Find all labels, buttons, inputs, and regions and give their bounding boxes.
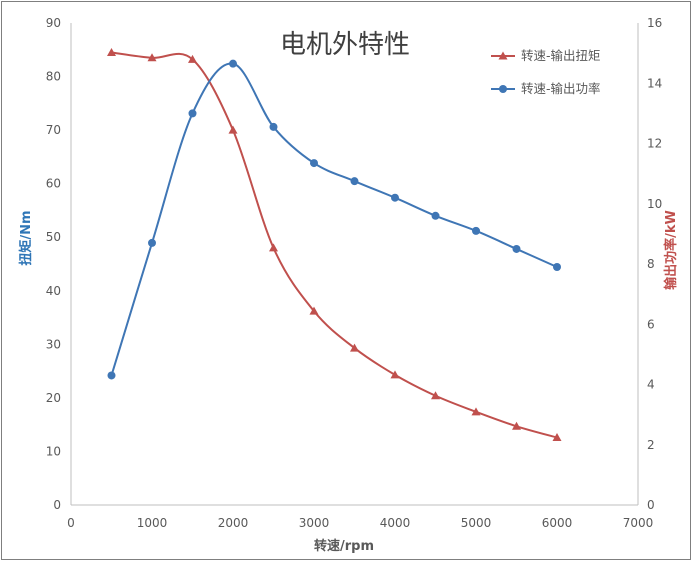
torque-data-point <box>188 54 197 63</box>
torque-data-point <box>107 47 116 56</box>
right-y-tick-label: 16 <box>647 16 662 30</box>
power-data-point <box>269 122 278 131</box>
right-y-tick-label: 0 <box>647 498 655 512</box>
left-y-tick-label: 10 <box>46 444 61 458</box>
power-data-point <box>431 211 440 220</box>
torque-data-point <box>147 53 157 62</box>
left-y-tick-label: 40 <box>46 284 61 298</box>
power-data-point <box>148 238 156 247</box>
right-y-axis-title: 输出功率/kW <box>663 210 679 290</box>
left-y-tick-label: 80 <box>46 70 61 84</box>
axes <box>70 23 639 506</box>
torque-data-point <box>431 391 440 400</box>
x-tick-label: 3000 <box>299 516 330 530</box>
chart-title: 电机外特性 <box>280 30 410 60</box>
power-data-point <box>350 177 359 186</box>
legend-item-torque: 转速-输出扭矩 <box>491 48 601 63</box>
power-data-point <box>553 263 561 272</box>
x-tick-label: 0 <box>67 516 75 530</box>
torque-data-point <box>512 421 521 430</box>
x-tick-label: 4000 <box>380 516 411 530</box>
x-tick-label: 6000 <box>542 516 573 530</box>
x-tick-label: 1000 <box>137 516 168 530</box>
right-y-tick-label: 2 <box>647 438 655 452</box>
right-y-tick-label: 8 <box>647 257 655 271</box>
series-layer <box>107 47 562 442</box>
legend: 转速-输出扭矩 转速-输出功率 <box>491 48 601 96</box>
torque-data-point <box>471 407 481 416</box>
x-tick-labels: 0 1000 2000 3000 4000 5000 6000 7000 <box>67 516 653 530</box>
legend-item-power: 转速-输出功率 <box>491 81 601 96</box>
right-y-tick-label: 12 <box>647 137 662 151</box>
power-data-point <box>391 193 399 202</box>
right-y-tick-labels: 0 2 4 6 8 10 12 14 16 <box>647 16 662 512</box>
power-data-point <box>188 109 197 118</box>
legend-power-label: 转速-输出功率 <box>521 81 601 96</box>
x-axis-title: 转速/rpm <box>314 538 374 554</box>
right-y-tick-label: 10 <box>647 197 662 211</box>
torque-series-line <box>111 51 558 439</box>
power-data-point <box>310 159 318 168</box>
legend-torque-marker <box>498 51 508 60</box>
left-y-tick-label: 90 <box>46 16 61 30</box>
legend-power-marker <box>499 85 507 93</box>
x-tick-label: 5000 <box>461 516 492 530</box>
power-data-point <box>107 371 116 380</box>
right-y-tick-label: 4 <box>647 378 655 392</box>
left-y-tick-label: 20 <box>46 391 61 405</box>
torque-data-point <box>350 343 359 352</box>
torque-data-point <box>269 243 278 252</box>
power-data-point <box>472 226 480 235</box>
left-y-tick-label: 50 <box>46 230 61 244</box>
right-y-tick-label: 6 <box>647 317 655 331</box>
power-series-line <box>110 62 558 376</box>
left-y-tick-label: 0 <box>53 498 61 512</box>
x-tick-label: 7000 <box>623 516 654 530</box>
torque-data-point <box>309 306 319 315</box>
torque-data-point <box>552 433 562 442</box>
legend-torque-label: 转速-输出扭矩 <box>521 48 601 63</box>
x-tick-label: 2000 <box>218 516 249 530</box>
right-y-tick-label: 14 <box>647 76 662 90</box>
left-y-tick-labels: 0 10 20 30 40 50 60 70 80 90 <box>46 16 61 512</box>
left-y-axis-title: 扭矩/Nm <box>18 210 34 265</box>
torque-data-point <box>228 125 238 134</box>
left-y-tick-label: 30 <box>46 337 61 351</box>
power-data-point <box>229 59 237 68</box>
torque-data-point <box>390 370 400 379</box>
left-y-tick-label: 60 <box>46 177 61 191</box>
left-y-tick-label: 70 <box>46 123 61 137</box>
power-data-point <box>512 244 521 253</box>
